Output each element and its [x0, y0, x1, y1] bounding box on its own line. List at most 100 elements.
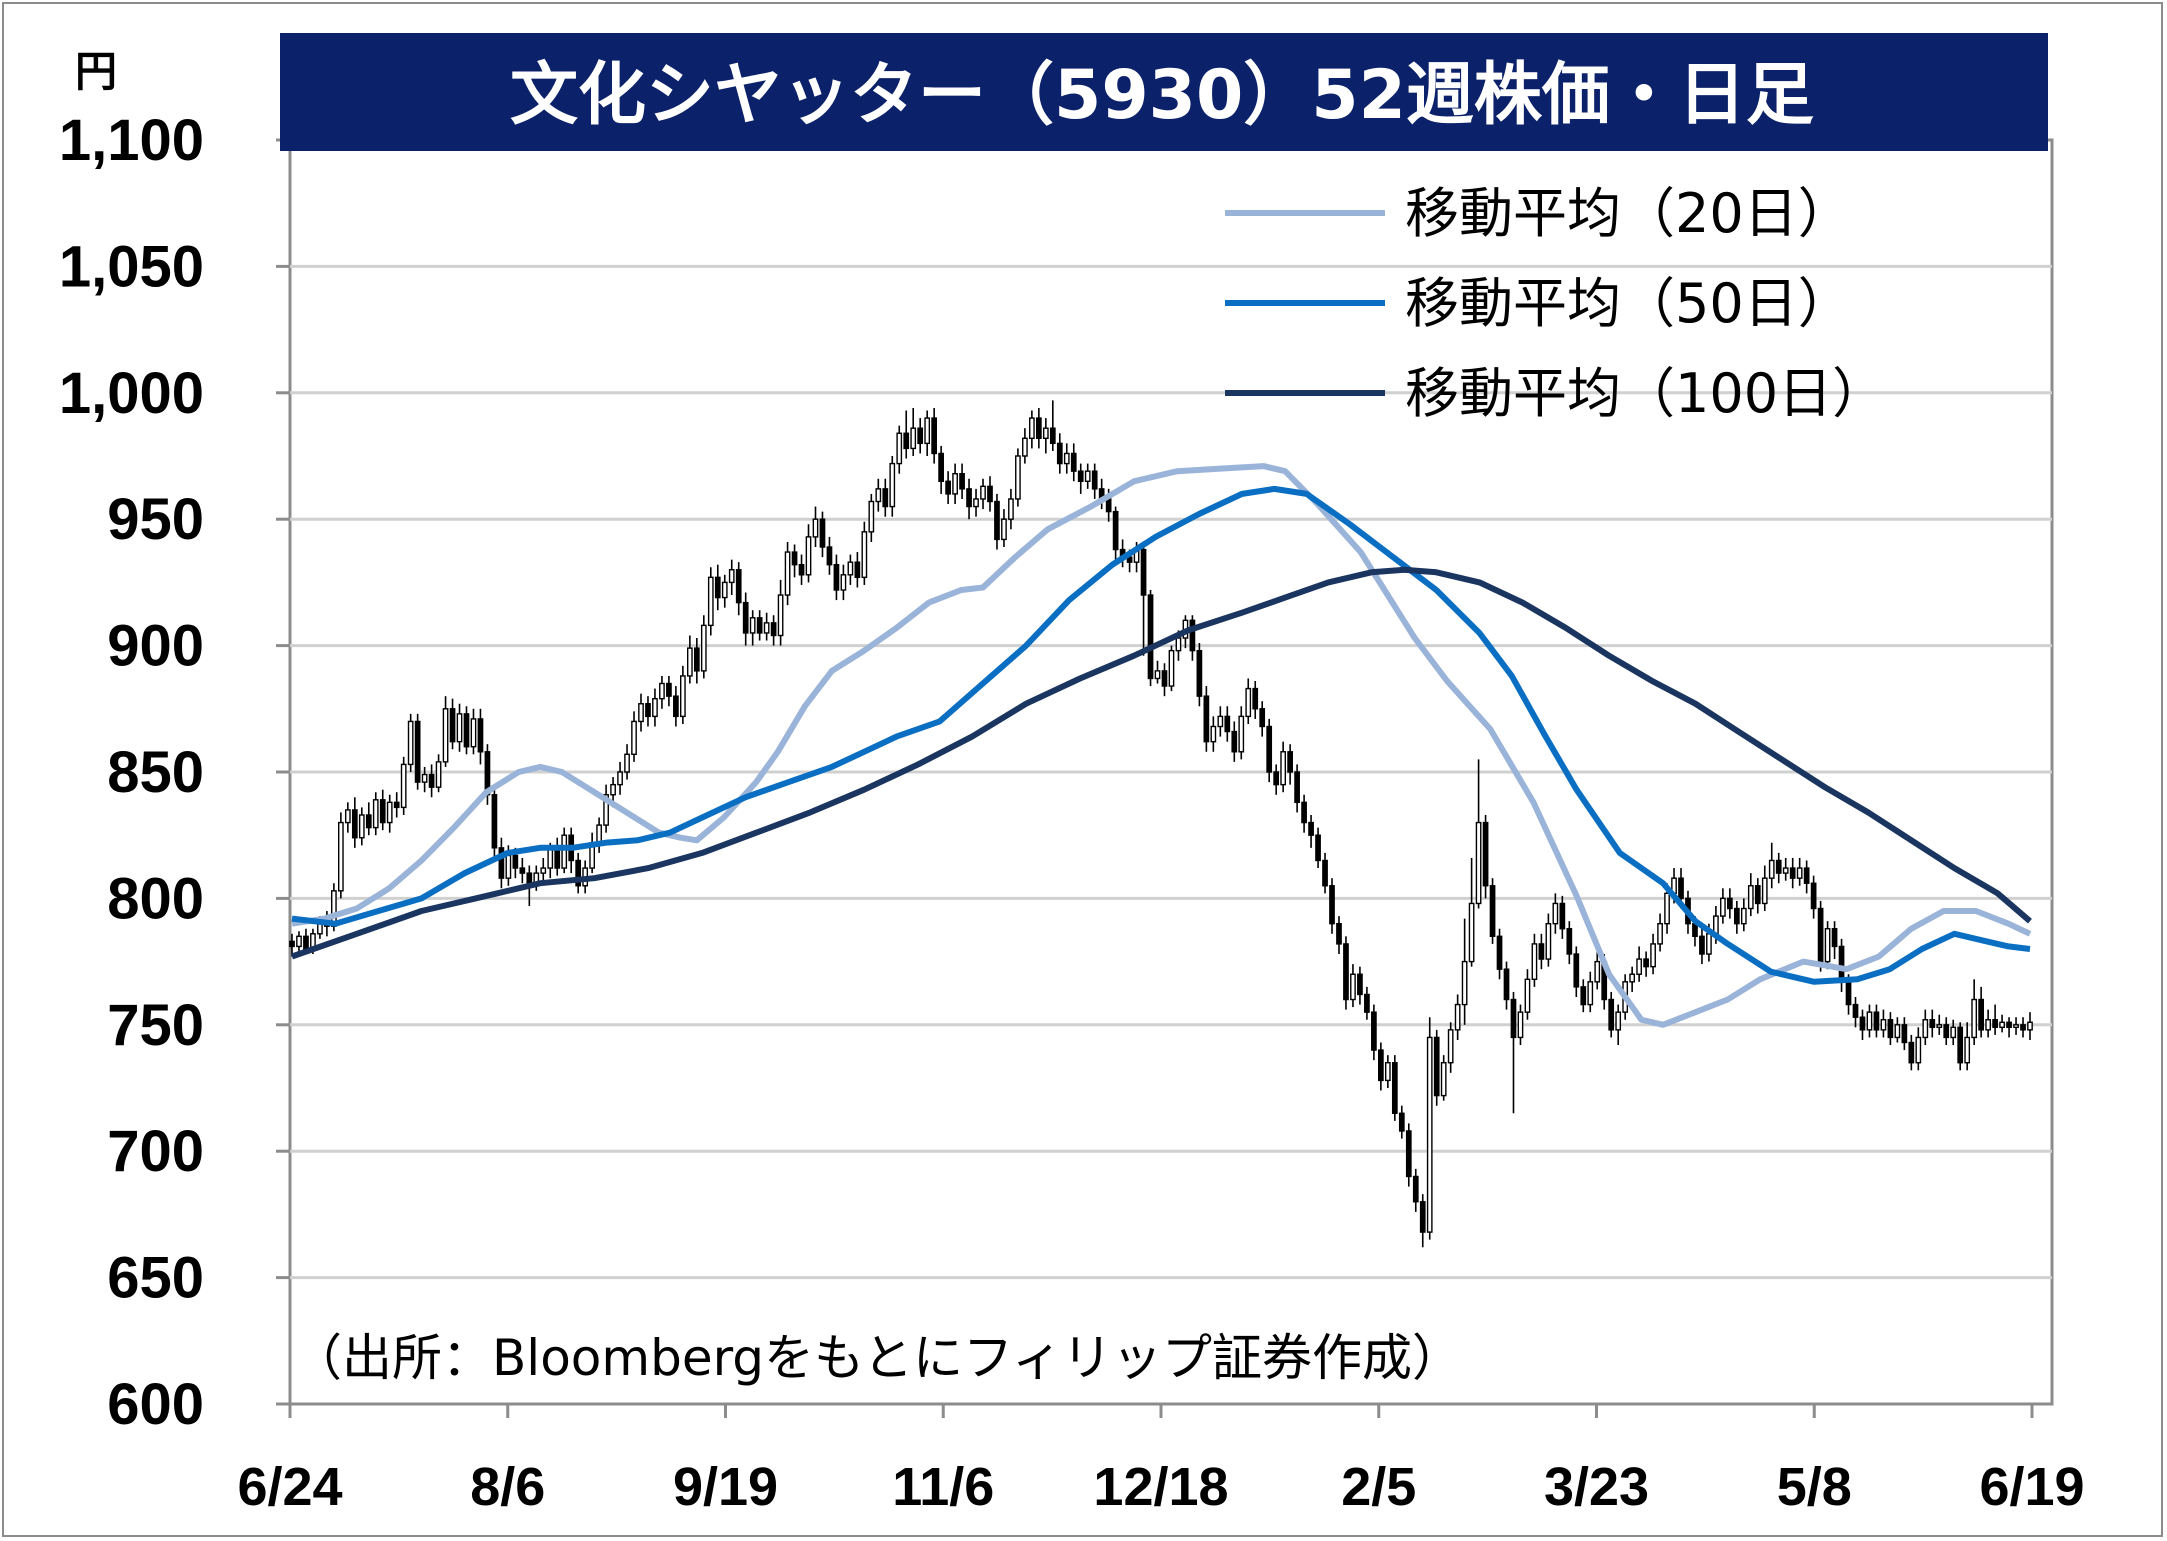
y-tick-label: 650 [107, 1246, 204, 1311]
candle-body [470, 718, 477, 748]
candle-body [1824, 928, 1831, 963]
candle-body [819, 518, 826, 548]
candle-body [1922, 1019, 1929, 1039]
candle-body [289, 940, 295, 948]
ma-line-0 [291, 463, 2032, 1028]
candle-body [798, 564, 805, 576]
candle-body [1496, 935, 1503, 970]
candle-body [1782, 867, 1789, 874]
y-tick-label: 1,000 [59, 361, 204, 426]
candle-body [673, 695, 679, 718]
candle-body [1475, 821, 1482, 905]
candle-body [2006, 1021, 2012, 1029]
x-tick-label: 12/18 [1093, 1457, 1228, 1517]
candle-body [1203, 695, 1210, 743]
candle-body [1468, 902, 1475, 963]
candle-body [1510, 998, 1517, 1039]
candle-body [393, 801, 400, 809]
candle-body [519, 867, 526, 874]
candle-body [379, 799, 386, 824]
candle-body [337, 821, 344, 892]
candle-body [449, 708, 456, 743]
candle-body [910, 427, 917, 450]
x-tick-label: 2/5 [1341, 1457, 1416, 1517]
candle-body [1196, 649, 1203, 697]
candle-body [1775, 859, 1782, 874]
candle-body [296, 935, 302, 948]
y-tick-label: 900 [107, 614, 204, 679]
candle-body [303, 935, 309, 950]
candle-body [1049, 427, 1056, 445]
legend-label: 移動平均（50日） [1405, 272, 1852, 335]
candle-body [407, 720, 414, 766]
candle-body [1810, 882, 1817, 910]
candle-body [1189, 619, 1196, 652]
candle-body [1035, 417, 1042, 440]
candle-body [826, 546, 833, 566]
candle-body [1538, 943, 1545, 960]
candle-body [1859, 1016, 1866, 1031]
candle-body [1294, 771, 1300, 804]
candle-body [861, 531, 868, 579]
candle-body [1384, 1062, 1391, 1082]
candle-body [728, 569, 735, 584]
y-axis: 600 650 700 750 800 850 900 950 1,000 1,050 1,100 [59, 108, 290, 1437]
candle-body [477, 718, 484, 753]
candle-body [645, 703, 651, 718]
candle-body [1803, 867, 1810, 884]
candle-body [840, 574, 847, 591]
candle-body [1378, 1049, 1384, 1082]
candle-body [1273, 771, 1280, 786]
candle-body [1908, 1041, 1915, 1064]
candle-body [547, 847, 554, 869]
candle-body [1608, 998, 1615, 1031]
candle-body [1992, 1019, 1998, 1029]
candle-body [1245, 687, 1252, 718]
y-unit-label: 円 [75, 47, 117, 96]
candle-body [1964, 1036, 1971, 1064]
candle-body [1343, 943, 1349, 1001]
legend-label: 移動平均（20日） [1405, 182, 1852, 245]
candle-body [854, 561, 861, 579]
y-tick-label: 850 [107, 740, 204, 805]
y-tick-label: 800 [107, 866, 204, 931]
candle-body [666, 682, 672, 697]
candle-body [889, 462, 896, 508]
candle-body [1405, 1130, 1412, 1178]
candle-body [917, 427, 924, 445]
candle-body [1391, 1062, 1398, 1114]
candle-body [973, 498, 979, 508]
candle-body [1657, 922, 1663, 945]
candle-body [1001, 518, 1007, 541]
candle-body [1489, 885, 1496, 938]
candle-body [1915, 1036, 1922, 1064]
candle-body [1950, 1026, 1957, 1039]
candle-body [1175, 637, 1182, 652]
candle-body [812, 518, 819, 538]
candle-body [505, 854, 512, 879]
candle-body [763, 622, 770, 634]
candle-body [1978, 998, 1985, 1031]
candle-body [770, 622, 777, 637]
candle-body [596, 824, 602, 844]
x-tick-label: 3/23 [1544, 1457, 1649, 1517]
candle-body [372, 799, 379, 829]
candle-body [624, 753, 630, 773]
candle-body [421, 773, 428, 783]
candle-body [435, 761, 442, 788]
candle-body [924, 417, 931, 445]
candle-body [1042, 427, 1049, 440]
legend-label: 移動平均（100日） [1405, 362, 1886, 425]
candle-body [735, 569, 742, 604]
candle-body [1357, 973, 1363, 996]
candle-body [2020, 1024, 2026, 1031]
candle-body [1817, 907, 1824, 963]
candle-body [1559, 902, 1566, 930]
candle-body [805, 536, 812, 576]
candle-body [1168, 649, 1175, 687]
y-tick-label: 950 [107, 487, 204, 552]
candle-body [1650, 943, 1656, 968]
candle-body [1308, 821, 1314, 836]
candle-body [554, 847, 561, 869]
